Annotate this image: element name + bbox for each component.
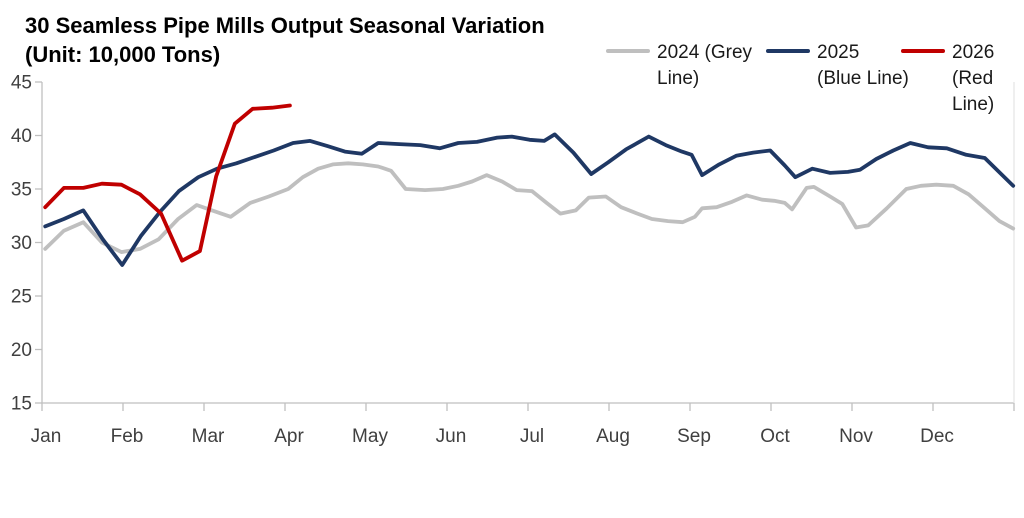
x-tick-label-jul: Jul (520, 426, 544, 447)
legend-label-2025-line1: 2025 (817, 42, 860, 63)
x-tick-label-feb: Feb (111, 426, 144, 447)
legend: 2024 (Grey Line) 2025 (Blue Line) 2026 (… (0, 0, 1024, 120)
y-tick-label-20: 20 (11, 340, 32, 361)
legend-label-2026: 2026 (Red Line) (952, 40, 994, 118)
x-tick-label-may: May (352, 426, 388, 447)
x-tick-label-apr: Apr (274, 426, 304, 447)
chart-title-line2: (Unit: 10,000 Tons) (25, 42, 221, 67)
legend-line-swatch-red (901, 49, 945, 53)
legend-label-2024-line1: 2024 (Grey (657, 42, 753, 63)
y-tick-label-45: 45 (11, 73, 32, 94)
x-tick-label-jun: Jun (436, 426, 467, 447)
legend-label-2025: 2025 (Blue Line) (817, 40, 909, 92)
legend-entry-2026: 2026 (Red Line) (901, 40, 994, 118)
legend-label-2024-line2: Line) (657, 68, 700, 89)
legend-label-2026-line1: 2026 (952, 42, 995, 63)
x-tick-label-oct: Oct (760, 426, 790, 447)
y-tick-label-40: 40 (11, 126, 32, 147)
legend-entry-2024: 2024 (Grey Line) (606, 40, 752, 92)
x-tick-label-aug: Aug (596, 426, 630, 447)
series-line-2025-blue (43, 132, 1016, 267)
y-tick-label-35: 35 (11, 180, 32, 201)
chart-title: 30 Seamless Pipe Mills Output Seasonal V… (25, 11, 545, 69)
x-tick-label-sep: Sep (677, 426, 711, 447)
y-tick-label-30: 30 (11, 233, 32, 254)
legend-label-2026-line2: (Red (952, 68, 994, 89)
chart-title-line1: 30 Seamless Pipe Mills Output Seasonal V… (25, 13, 545, 38)
legend-entry-2025: 2025 (Blue Line) (766, 40, 909, 92)
legend-line-swatch-blue (766, 49, 810, 53)
series-line-2024-grey (43, 161, 1016, 255)
y-tick-label-25: 25 (11, 287, 32, 308)
x-tick-label-jan: Jan (31, 426, 62, 447)
x-tick-label-dec: Dec (920, 426, 954, 447)
y-tick-label-15: 15 (11, 394, 32, 415)
legend-label-2024: 2024 (Grey Line) (657, 40, 752, 92)
legend-label-2025-line2: (Blue Line) (817, 68, 909, 89)
x-tick-label-nov: Nov (839, 426, 873, 447)
x-tick-label-mar: Mar (192, 426, 225, 447)
legend-line-swatch-grey (606, 49, 650, 53)
legend-label-2026-line3: Line) (952, 94, 995, 115)
series-line-2026-red (43, 103, 292, 263)
